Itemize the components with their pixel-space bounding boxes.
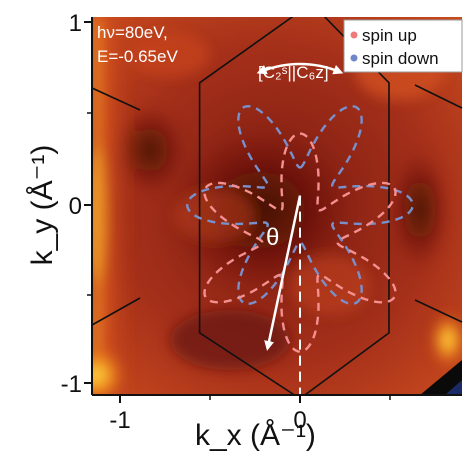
y-tick-label: -1 (61, 371, 82, 398)
bz-corner-right-top (414, 84, 463, 109)
y-tick-label: 0 (69, 193, 82, 220)
legend-spin-down-marker (350, 54, 358, 62)
spin-down-contour (185, 104, 415, 306)
x-axis-label: k_x (Å⁻¹) (195, 419, 316, 452)
legend-spin-up-label: spin up (362, 26, 417, 45)
x-tick-label: -1 (109, 407, 130, 434)
theta-arrow (264, 195, 302, 351)
x-tick-label: 0 (293, 407, 306, 434)
legend: spin up spin down (343, 19, 463, 73)
x-ticks: -1 0 (109, 395, 391, 434)
brillouin-zone-hexagon (198, 17, 390, 395)
bz-corner-left-bottom (91, 297, 141, 326)
energy-label: E=-0.65eV (97, 47, 178, 66)
theta-label: θ (266, 224, 279, 251)
photon-energy-label: hν=80eV, (97, 23, 168, 42)
bz-corner-right-bottom (414, 299, 463, 323)
rotation-arc-arrow (256, 62, 344, 75)
legend-spin-down-label: spin down (362, 49, 439, 68)
legend-spin-up-marker (350, 31, 358, 39)
y-axis-label: k_y (Å⁻¹) (26, 145, 59, 266)
y-ticks: 1 0 -1 (61, 10, 92, 398)
y-tick-label: 1 (69, 10, 82, 37)
symmetry-label: [C₂ˢ||C₆z] (258, 63, 329, 82)
svg-text:k_y (Å⁻¹): k_y (Å⁻¹) (26, 145, 59, 266)
bz-corner-left-top (91, 87, 141, 111)
